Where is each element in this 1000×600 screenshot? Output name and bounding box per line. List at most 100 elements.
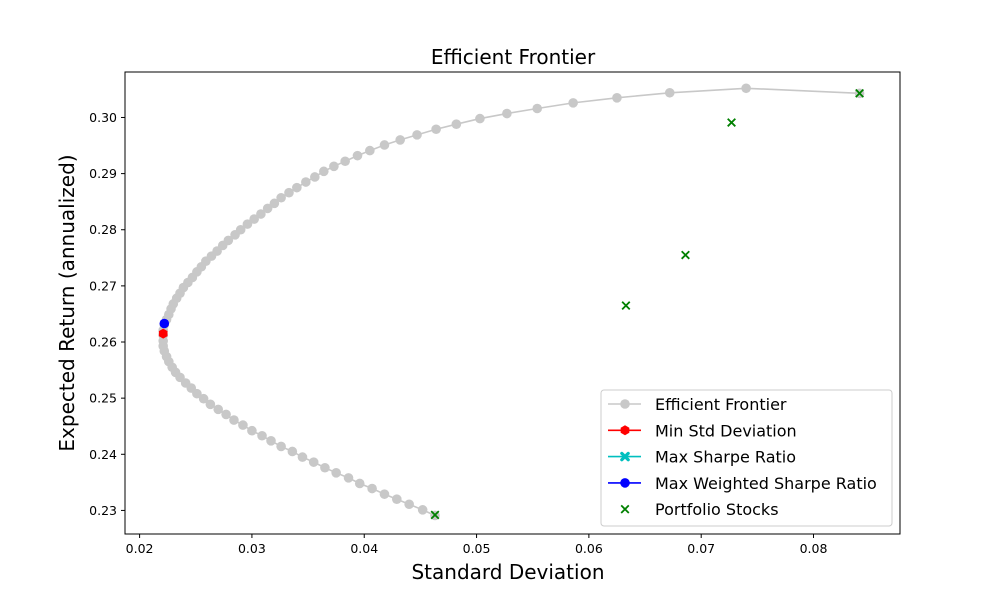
- legend-marker: [620, 425, 630, 436]
- max-weighted-sharpe-ratio-point: [159, 318, 170, 329]
- efficient-frontier-point: [287, 446, 298, 457]
- efficient-frontier-point: [262, 203, 273, 214]
- portfolio-stocks-point: [727, 118, 736, 127]
- efficient-frontier-point: [284, 187, 294, 198]
- y-tick-label: 0.25: [89, 391, 117, 406]
- efficient-frontier-point: [229, 415, 239, 425]
- x-tick-label: 0.04: [350, 541, 378, 556]
- x-axis-label: Standard Deviation: [411, 560, 604, 584]
- portfolio-stocks-point: [621, 301, 631, 310]
- legend-label: Efficient Frontier: [655, 395, 787, 414]
- efficient-frontier-point: [354, 478, 365, 489]
- portfolio-stocks-series: [430, 88, 865, 520]
- chart-title: Efficient Frontier: [431, 45, 596, 69]
- efficient-frontier-point: [319, 166, 329, 177]
- legend-label: Max Sharpe Ratio: [655, 448, 796, 467]
- efficient-frontier-point: [198, 393, 209, 404]
- efficient-frontier-point: [266, 436, 276, 446]
- efficient-frontier-point: [365, 145, 375, 156]
- efficient-frontier-point: [741, 83, 751, 94]
- efficient-frontier-point: [331, 468, 341, 478]
- efficient-frontier-point: [205, 399, 216, 410]
- legend-box: [600, 389, 893, 527]
- legend-label: Portfolio Stocks: [655, 500, 779, 519]
- efficient-frontier-point: [276, 441, 286, 452]
- efficient-frontier-point: [343, 473, 354, 483]
- y-axis: 0.23 0.24 0.25 0.26 0.27 0.28 0.29 0.30: [89, 110, 125, 518]
- legend-item-max-sharpe-ratio: Max Sharpe Ratio: [608, 448, 796, 467]
- efficient-frontier-point: [249, 214, 259, 224]
- legend-label: Min Std Deviation: [655, 421, 797, 440]
- efficient-frontier-point: [320, 462, 330, 473]
- efficient-frontier-point: [329, 161, 339, 172]
- portfolio-stocks-point: [681, 250, 690, 260]
- legend-marker: [620, 504, 630, 514]
- legend-marker: [620, 399, 630, 409]
- min-std-deviation-point: [158, 328, 168, 339]
- efficient-frontier-point: [256, 209, 266, 219]
- plot-marks: [158, 83, 865, 521]
- y-tick-label: 0.24: [89, 447, 117, 462]
- y-tick-label: 0.27: [89, 278, 117, 293]
- y-axis-label: Expected Return (annualized): [55, 154, 79, 451]
- x-axis: 0.02 0.03 0.04 0.05 0.06 0.07 0.08: [126, 534, 828, 556]
- efficient-frontier-point: [308, 457, 319, 467]
- legend-marker: [620, 451, 630, 462]
- efficient-frontier-point: [247, 425, 257, 436]
- legend-label: Max Weighted Sharpe Ratio: [655, 474, 877, 493]
- efficient-frontier-point: [269, 198, 280, 209]
- portfolio-stocks-point: [855, 88, 865, 98]
- efficient-frontier-point: [367, 483, 377, 494]
- efficient-frontier-point: [379, 140, 390, 150]
- legend-item-min-std-deviation: Min Std Deviation: [608, 421, 797, 440]
- efficient-frontier-point: [221, 409, 231, 420]
- efficient-frontier-point: [475, 113, 485, 124]
- legend-item-portfolio-stocks: Portfolio Stocks: [620, 500, 779, 519]
- portfolio-stocks-point: [430, 510, 440, 520]
- efficient-frontier-point: [310, 172, 320, 182]
- efficient-frontier-point: [223, 235, 234, 246]
- y-tick-label: 0.28: [89, 222, 117, 237]
- efficient-frontier-point: [412, 130, 422, 140]
- efficient-frontier-point: [379, 489, 390, 499]
- x-tick-label: 0.03: [238, 541, 266, 556]
- x-tick-label: 0.07: [687, 541, 715, 556]
- y-tick-label: 0.30: [89, 110, 117, 125]
- efficient-frontier-point: [213, 404, 224, 415]
- efficient-frontier-point: [276, 192, 286, 203]
- efficient-frontier-point: [404, 499, 414, 510]
- y-tick-label: 0.23: [89, 503, 117, 518]
- efficient-frontier-point: [568, 98, 578, 108]
- min-std-deviation-series: [158, 328, 168, 339]
- efficient-frontier-point: [242, 219, 253, 229]
- efficient-frontier-point: [301, 177, 311, 187]
- efficient-frontier-point: [238, 420, 248, 430]
- efficient-frontier-point: [431, 124, 441, 135]
- efficient-frontier-point: [340, 156, 350, 167]
- efficient-frontier-point: [235, 224, 246, 235]
- x-tick-label: 0.02: [126, 541, 154, 556]
- y-tick-label: 0.26: [89, 335, 117, 350]
- max-weighted-sharpe-ratio-series: [159, 318, 170, 329]
- efficient-frontier-point: [664, 87, 675, 98]
- x-tick-label: 0.06: [575, 541, 603, 556]
- plot-frame: [124, 71, 901, 535]
- efficient-frontier-point: [502, 108, 512, 119]
- x-tick-label: 0.08: [800, 541, 828, 556]
- x-tick-label: 0.05: [463, 541, 491, 556]
- efficient-frontier-point: [352, 150, 363, 161]
- efficient-frontier-point: [395, 135, 405, 145]
- legend-item-efficient-frontier: Efficient Frontier: [608, 395, 787, 414]
- legend-marker: [620, 478, 630, 488]
- legend-item-max-weighted-sharpe-ratio: Max Weighted Sharpe Ratio: [608, 474, 877, 493]
- efficient-frontier-point: [392, 494, 402, 504]
- efficient-frontier-point: [297, 452, 308, 462]
- efficient-frontier-point: [417, 505, 428, 515]
- efficient-frontier-point: [532, 103, 543, 114]
- y-tick-label: 0.29: [89, 166, 117, 181]
- efficient-frontier-point: [451, 119, 462, 130]
- efficient-frontier-point: [612, 93, 622, 103]
- efficient-frontier-point: [292, 182, 302, 193]
- efficient-frontier-point: [257, 430, 267, 441]
